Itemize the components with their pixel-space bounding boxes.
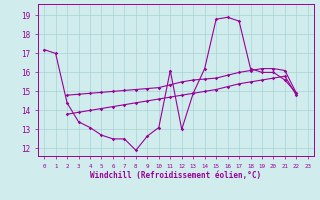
- X-axis label: Windchill (Refroidissement éolien,°C): Windchill (Refroidissement éolien,°C): [91, 171, 261, 180]
